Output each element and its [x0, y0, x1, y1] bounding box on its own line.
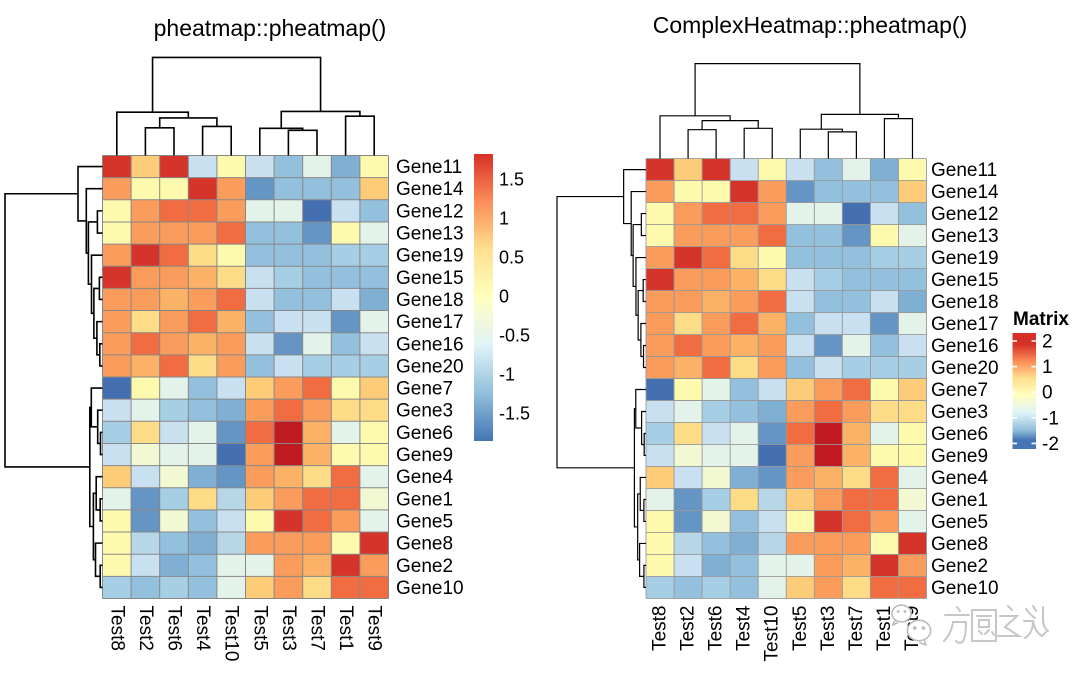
svg-text:Gene12: Gene12: [931, 204, 999, 225]
svg-text:Gene8: Gene8: [396, 534, 453, 555]
svg-text:Test1: Test1: [335, 606, 356, 651]
svg-text:Gene6: Gene6: [931, 424, 988, 445]
svg-text:Gene20: Gene20: [396, 356, 464, 377]
svg-text:Gene15: Gene15: [931, 270, 999, 291]
svg-text:Gene14: Gene14: [931, 182, 999, 203]
svg-text:Test5: Test5: [249, 606, 270, 651]
svg-text:Gene11: Gene11: [396, 157, 462, 178]
svg-text:Test1: Test1: [874, 606, 895, 651]
svg-text:-1.5: -1.5: [499, 404, 530, 424]
svg-text:Gene9: Gene9: [931, 446, 988, 467]
svg-text:2: 2: [1042, 332, 1053, 353]
svg-text:Gene17: Gene17: [931, 314, 999, 335]
svg-text:Gene6: Gene6: [396, 423, 453, 444]
svg-text:Gene10: Gene10: [931, 578, 999, 599]
svg-text:1.5: 1.5: [499, 170, 524, 190]
svg-text:Gene3: Gene3: [931, 402, 988, 423]
svg-text:Test7: Test7: [307, 606, 328, 651]
svg-text:Gene16: Gene16: [931, 336, 999, 357]
svg-text:Gene17: Gene17: [396, 312, 464, 333]
svg-text:Gene2: Gene2: [396, 556, 453, 577]
svg-text:Gene10: Gene10: [396, 578, 464, 599]
svg-text:Test8: Test8: [106, 606, 127, 651]
svg-text:1: 1: [1042, 357, 1053, 378]
svg-text:Gene8: Gene8: [931, 534, 988, 555]
svg-text:Gene12: Gene12: [396, 201, 464, 222]
svg-text:Gene4: Gene4: [931, 468, 988, 489]
svg-text:-0.5: -0.5: [499, 326, 530, 346]
svg-text:Gene14: Gene14: [396, 179, 464, 200]
svg-text:Gene1: Gene1: [396, 489, 453, 510]
svg-text:Test8: Test8: [650, 606, 671, 651]
svg-text:Test3: Test3: [818, 606, 839, 651]
svg-text:-2: -2: [1042, 434, 1059, 455]
svg-text:-1: -1: [1042, 408, 1059, 429]
svg-text:Gene20: Gene20: [931, 358, 999, 379]
svg-text:Test4: Test4: [192, 606, 213, 652]
svg-text:Matrix: Matrix: [1013, 309, 1069, 330]
svg-text:Gene5: Gene5: [931, 512, 988, 533]
svg-text:Test4: Test4: [734, 605, 755, 651]
svg-text:0: 0: [499, 287, 509, 307]
svg-text:Gene9: Gene9: [396, 445, 453, 466]
svg-text:Gene13: Gene13: [931, 226, 999, 247]
svg-text:Gene18: Gene18: [396, 290, 464, 311]
svg-text:Gene2: Gene2: [931, 556, 988, 577]
svg-text:Gene11: Gene11: [931, 160, 997, 181]
svg-text:Test7: Test7: [846, 606, 867, 651]
svg-text:pheatmap::pheatmap(): pheatmap::pheatmap(): [154, 15, 387, 41]
svg-text:ComplexHeatmap::pheatmap(): ComplexHeatmap::pheatmap(): [653, 12, 967, 38]
svg-text:Test10: Test10: [762, 606, 783, 662]
svg-text:0.5: 0.5: [499, 248, 524, 268]
svg-text:Gene13: Gene13: [396, 224, 464, 245]
svg-text:Gene19: Gene19: [396, 246, 464, 267]
svg-text:Test6: Test6: [706, 606, 727, 651]
svg-text:Gene16: Gene16: [396, 334, 464, 355]
svg-text:Test5: Test5: [790, 606, 811, 651]
svg-text:Test3: Test3: [278, 606, 299, 651]
svg-text:Test9: Test9: [364, 606, 385, 651]
svg-text:Gene7: Gene7: [396, 379, 453, 400]
svg-text:Gene3: Gene3: [396, 401, 453, 422]
svg-text:Test10: Test10: [221, 606, 242, 662]
svg-text:Gene15: Gene15: [396, 268, 464, 289]
svg-text:0: 0: [1042, 383, 1053, 404]
svg-text:Gene7: Gene7: [931, 380, 988, 401]
svg-text:1: 1: [499, 209, 509, 229]
svg-text:Test2: Test2: [135, 606, 156, 651]
svg-text:Gene19: Gene19: [931, 248, 999, 269]
svg-text:Gene5: Gene5: [396, 511, 453, 532]
svg-text:Gene1: Gene1: [931, 490, 988, 511]
svg-text:-1: -1: [499, 365, 515, 385]
svg-text:Gene4: Gene4: [396, 467, 453, 488]
svg-text:Gene18: Gene18: [931, 292, 999, 313]
svg-text:Test6: Test6: [164, 606, 185, 651]
svg-text:Test2: Test2: [678, 606, 699, 651]
